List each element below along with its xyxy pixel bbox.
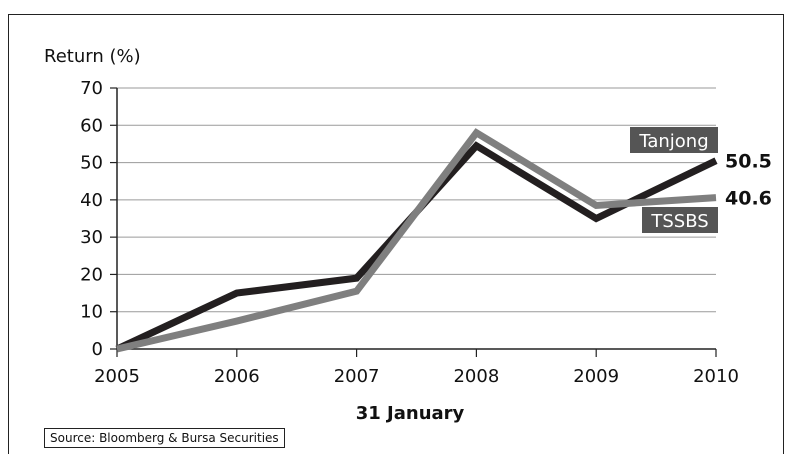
legend-box [642, 207, 718, 233]
series-line-tanjong [115, 141, 718, 353]
x-tick-label: 2008 [453, 366, 499, 387]
y-ticks: 0 10 20 30 40 50 60 70 [80, 78, 117, 360]
legend-text: Tanjong [638, 131, 708, 152]
x-tick-label: 2010 [693, 366, 739, 387]
series-lines [115, 128, 718, 353]
series-line-tssbs [116, 128, 717, 353]
y-tick-label: 20 [80, 264, 103, 285]
y-tick-label: 60 [80, 115, 103, 136]
gridlines [116, 87, 716, 350]
y-tick-label: 0 [92, 339, 103, 360]
end-value-label: 50.5 [725, 151, 772, 173]
y-axis-label: Return (%) [44, 46, 141, 67]
x-ticks: 2005 2006 2007 2008 2009 2010 [94, 349, 739, 387]
y-tick-label: 30 [80, 227, 103, 248]
end-value-label: 40.6 [725, 188, 772, 210]
legend-box [630, 127, 718, 153]
x-tick-label: 2007 [334, 366, 380, 387]
legend-text: TSSBS [650, 211, 708, 232]
series-labels: Tanjong TSSBS 50.5 40.6 [630, 127, 772, 233]
y-tick-label: 50 [80, 153, 103, 174]
y-tick-label: 40 [80, 190, 103, 211]
chart-frame [8, 14, 784, 454]
legend-label-tanjong: Tanjong [630, 127, 718, 153]
x-tick-label: 2006 [214, 366, 260, 387]
x-axis-label: 31 January [356, 403, 465, 424]
y-tick-label: 10 [80, 302, 103, 323]
y-tick-label: 70 [80, 78, 103, 99]
legend-label-tssbs: TSSBS [642, 207, 718, 233]
x-tick-label: 2009 [573, 366, 619, 387]
x-tick-label: 2005 [94, 366, 140, 387]
source-note: Source: Bloomberg & Bursa Securities [44, 428, 285, 448]
